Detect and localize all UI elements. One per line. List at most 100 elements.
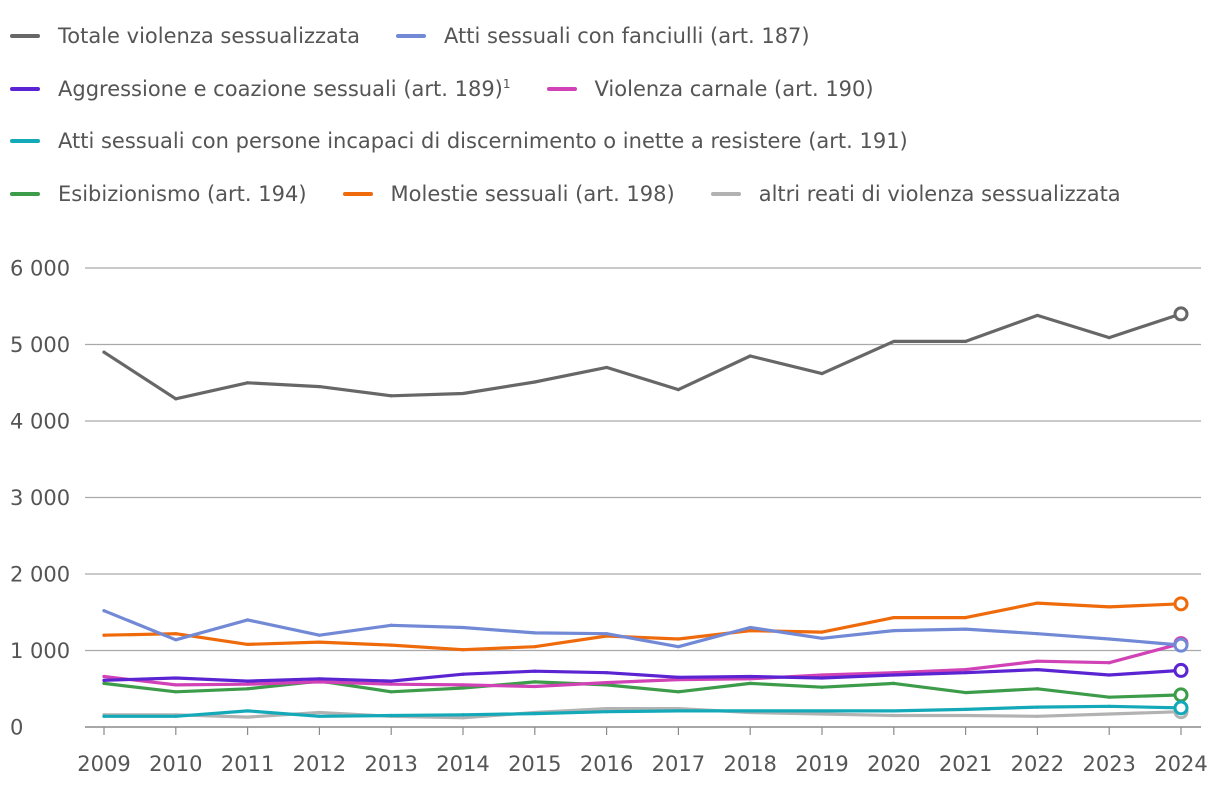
data-point — [892, 681, 896, 685]
data-point — [892, 673, 896, 677]
legend-label: Molestie sessuali (art. 198) — [390, 181, 675, 206]
data-point — [533, 684, 537, 689]
y-tick-label: 0 — [10, 716, 23, 740]
legend-label: Aggressione e coazione sessuali (art. 18… — [58, 76, 511, 101]
data-point — [533, 645, 537, 649]
legend-item[interactable]: Aggressione e coazione sessuali (art. 18… — [10, 77, 511, 101]
x-tick-label: 2009 — [77, 752, 130, 776]
data-point — [748, 709, 752, 713]
data-point — [246, 642, 250, 646]
data-point — [892, 616, 896, 620]
data-point — [964, 616, 968, 620]
x-tick-label: 2018 — [723, 752, 776, 776]
legend-item[interactable]: Totale violenza sessualizzata — [10, 24, 360, 48]
data-point — [748, 674, 752, 679]
x-tick-label: 2020 — [867, 752, 920, 776]
legend-swatch — [546, 86, 577, 91]
data-point — [964, 627, 968, 631]
series-line — [102, 667, 1183, 683]
data-point — [605, 681, 609, 685]
data-point — [461, 648, 465, 652]
data-point — [174, 676, 178, 680]
series-group — [102, 700, 1189, 718]
data-point — [1035, 705, 1039, 709]
legend-swatch — [10, 34, 40, 39]
legend-item[interactable]: Molestie sessuali (art. 198) — [342, 181, 675, 206]
legend-footnote-marker: 1 — [502, 76, 511, 91]
legend-swatch — [396, 34, 426, 39]
data-point — [461, 686, 465, 690]
series-end-marker — [1173, 662, 1189, 678]
x-tick-label: 2023 — [1082, 752, 1135, 776]
data-point — [748, 625, 752, 630]
data-point — [389, 713, 393, 718]
chart-legend: Totale violenza sessualizzata Atti sessua… — [10, 10, 1210, 220]
data-point — [389, 394, 393, 398]
data-point — [605, 671, 609, 675]
data-point — [820, 630, 824, 634]
data-point — [676, 645, 681, 649]
data-point — [102, 714, 106, 718]
series-end-marker — [1173, 700, 1189, 716]
data-point — [964, 707, 968, 712]
legend-label: Esibizionismo (art. 194) — [58, 181, 307, 206]
data-point — [246, 715, 250, 719]
data-point — [246, 679, 250, 683]
data-point — [246, 709, 250, 713]
data-point — [676, 637, 681, 641]
legend-item[interactable]: Atti sessuali con persone incapaci di di… — [10, 129, 908, 153]
data-point — [748, 629, 752, 633]
x-tick-label: 2013 — [364, 752, 417, 776]
data-point — [605, 710, 609, 714]
data-point — [605, 632, 609, 636]
data-point — [820, 371, 824, 376]
x-tick-label: 2011 — [221, 752, 274, 776]
legend-item[interactable]: altri reati di violenza sessualizzata — [710, 182, 1121, 206]
data-point — [676, 709, 681, 713]
data-point — [461, 672, 465, 676]
data-point — [964, 671, 968, 675]
data-point — [533, 669, 537, 673]
data-point — [964, 690, 968, 695]
data-point — [461, 713, 465, 717]
data-point — [246, 687, 250, 691]
data-point — [605, 365, 609, 370]
legend-item[interactable]: Esibizionismo (art. 194) — [10, 182, 307, 206]
legend-item[interactable]: Atti sessuali con fanciulli (art. 187) — [396, 24, 810, 48]
x-tick-label: 2010 — [149, 752, 202, 776]
data-point — [1107, 661, 1111, 665]
data-point — [461, 391, 465, 396]
data-point — [1035, 313, 1039, 318]
legend-row: Totale violenza sessualizzata Atti sessua… — [10, 10, 1210, 63]
legend-item[interactable]: Violenza carnale (art. 190) — [546, 76, 874, 101]
data-point — [748, 681, 752, 685]
x-tick-label: 2017 — [652, 752, 705, 776]
data-point — [174, 714, 178, 718]
data-point — [892, 339, 896, 344]
data-point — [1107, 673, 1111, 677]
data-point — [389, 690, 393, 694]
data-point — [964, 713, 968, 718]
data-point — [1107, 695, 1111, 699]
legend-row: Esibizionismo (art. 194) Molestie sessual… — [10, 168, 1210, 221]
data-point — [820, 709, 824, 713]
legend-label: Atti sessuali con fanciulli (art. 187) — [444, 24, 810, 49]
legend-row: Atti sessuali con persone incapaci di di… — [10, 115, 1210, 168]
data-point — [461, 683, 465, 687]
legend-swatch — [10, 86, 40, 91]
series-line — [102, 679, 1183, 699]
x-tick-label: 2022 — [1011, 752, 1064, 776]
x-tick-label: 2012 — [293, 752, 346, 776]
data-point — [820, 712, 824, 716]
data-point — [102, 681, 106, 685]
data-point — [317, 633, 321, 637]
data-point — [174, 397, 178, 401]
legend-label: Violenza carnale (art. 190) — [594, 76, 874, 101]
series-group — [102, 596, 1189, 652]
legend-swatch — [342, 191, 373, 196]
data-point — [1035, 714, 1039, 718]
data-point — [533, 631, 537, 635]
data-point — [317, 677, 321, 681]
data-point — [174, 632, 178, 636]
